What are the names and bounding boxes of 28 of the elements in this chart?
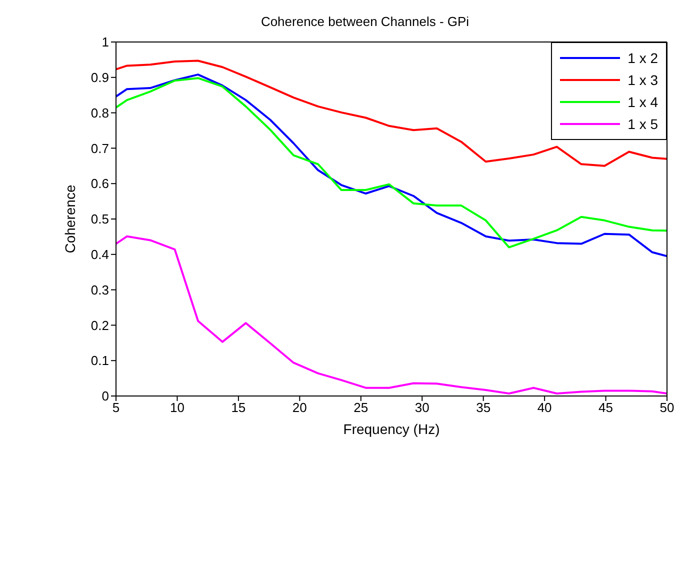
y-tick-label: 0.6 (90, 176, 109, 192)
x-tick-label: 5 (112, 400, 120, 416)
y-axis-title: Coherence (62, 184, 78, 254)
x-tick-label: 10 (170, 400, 184, 416)
x-tick-label: 40 (537, 400, 552, 416)
legend-label: 1 x 5 (628, 116, 658, 132)
x-tick-label: 45 (598, 400, 614, 416)
x-tick-label: 35 (476, 400, 491, 416)
y-tick-label: 1 (102, 34, 109, 50)
y-tick-label: 0.4 (90, 247, 109, 262)
x-tick-label: 25 (354, 400, 368, 416)
y-tick-label: 0.7 (90, 140, 109, 156)
chart-title: Coherence between Channels - GPi (260, 14, 470, 29)
y-tick-label: 0 (102, 388, 109, 404)
legend-label: 1 x 4 (628, 94, 658, 110)
x-tick-label: 30 (414, 400, 430, 416)
y-tick-label: 0.2 (90, 318, 109, 333)
y-tick-label: 0.5 (90, 212, 109, 227)
x-tick-label: 20 (292, 400, 307, 416)
y-tick-label: 0.9 (90, 70, 109, 86)
x-axis-title: Frequency (Hz) (343, 421, 440, 437)
legend-label: 1 x 3 (628, 72, 658, 88)
y-tick-label: 0.8 (90, 105, 109, 120)
y-tick-label: 0.3 (90, 282, 109, 298)
legend-label: 1 x 2 (628, 50, 658, 66)
x-tick-label: 50 (660, 400, 674, 416)
y-tick-label: 0.1 (90, 353, 109, 368)
x-tick-label: 15 (231, 400, 246, 416)
